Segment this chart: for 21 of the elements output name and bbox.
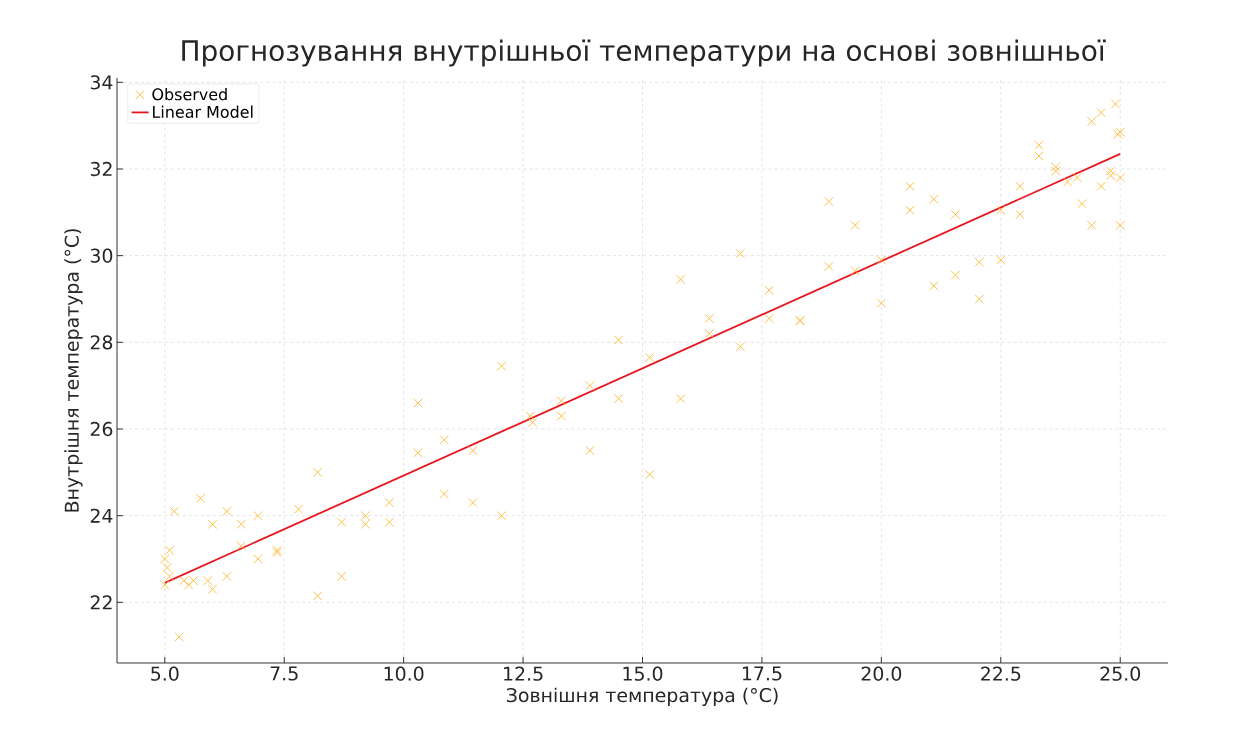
x-tick-label: 15.0 xyxy=(623,666,663,681)
y-tick-label: 28 xyxy=(90,335,113,350)
x-tick-label: 5.0 xyxy=(151,666,179,681)
x-tick-label: 22.5 xyxy=(981,666,1021,681)
y-tick-label: 26 xyxy=(90,421,113,437)
x-tick-label: 12.5 xyxy=(504,666,543,681)
legend-label: Linear Model xyxy=(153,105,253,118)
x-axis-title: Зовнішня температура (°C) xyxy=(506,687,778,706)
x-tick-label: 7.5 xyxy=(270,666,298,681)
chart-title: Прогнозування внутрішньої температури на основі зовнішньої xyxy=(182,39,1106,67)
x-tick-label: 20.0 xyxy=(861,666,902,681)
x-tick-label: 10.0 xyxy=(384,666,424,681)
y-tick-label: 34 xyxy=(90,75,113,90)
y-tick-label: 30 xyxy=(90,248,113,263)
y-tick-label: 32 xyxy=(90,161,112,177)
x-tick-label: 17.5 xyxy=(742,666,782,681)
legend-label: Observed xyxy=(152,88,227,101)
y-tick-label: 22 xyxy=(90,595,112,610)
y-tick-label: 24 xyxy=(90,508,113,523)
y-axis-title: Внутрішня температура (°C) xyxy=(64,229,83,512)
x-tick-label: 25.0 xyxy=(1100,666,1141,681)
